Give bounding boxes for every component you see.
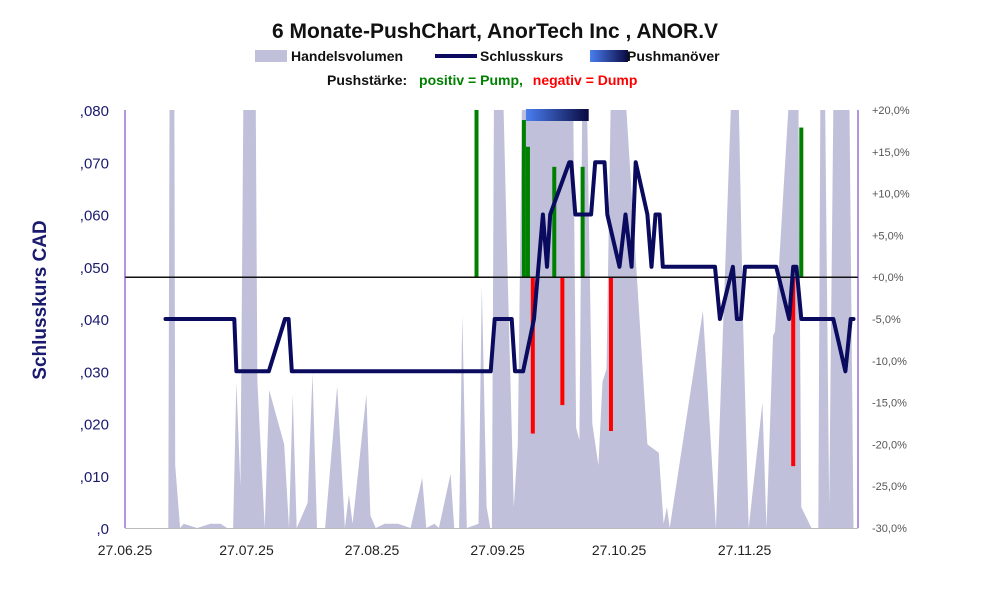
y-axis-title: Schlusskurs CAD — [30, 220, 51, 379]
dump-bar — [560, 277, 565, 406]
y-right-tick-label: -10,0% — [872, 356, 907, 368]
chart-title: 6 Monate-PushChart, AnorTech Inc , ANOR.… — [272, 20, 718, 43]
pump-bar — [580, 166, 585, 278]
y-left-tick-label: ,030 — [80, 364, 109, 381]
y-left-tick-label: ,060 — [80, 208, 109, 225]
subtitle-positive: positiv = Pump, — [419, 72, 523, 88]
legend-swatch-volume — [255, 50, 287, 62]
y-left-tick-label: ,010 — [80, 469, 109, 486]
y-right-tick-label: -25,0% — [872, 481, 907, 493]
subtitle: Pushstärke: positiv = Pump, negativ = Du… — [327, 72, 637, 88]
x-tick-label: 27.06.25 — [98, 542, 153, 558]
y-left-tick-label: ,020 — [80, 417, 109, 434]
y-left-tick-label: ,040 — [80, 312, 109, 329]
pump-bar — [474, 110, 479, 278]
legend-label-pushmanoever: Pushmanöver — [627, 48, 720, 64]
legend: Handelsvolumen Schlusskurs Pushmanöver — [255, 48, 720, 64]
y-right-tick-label: -5,0% — [872, 314, 901, 326]
pump-bar — [525, 146, 530, 278]
legend-swatch-pushmanoever — [590, 50, 628, 62]
y-right-tick-label: -30,0% — [872, 523, 907, 535]
y-right-tick-label: -15,0% — [872, 398, 907, 410]
subtitle-label: Pushstärke: — [327, 72, 407, 88]
dump-bar — [791, 277, 796, 467]
volume-area — [168, 110, 854, 528]
push-maneuver-band — [525, 109, 589, 121]
y-right-tick-label: +0,0% — [872, 272, 904, 284]
dump-bar — [608, 277, 613, 432]
y-right-tick-label: +15,0% — [872, 147, 910, 159]
pump-bar — [552, 166, 557, 278]
y-right-tick-label: -20,0% — [872, 439, 907, 451]
pump-bar — [799, 127, 804, 278]
legend-label-price: Schlusskurs — [480, 48, 563, 64]
y-left-tick-label: ,070 — [80, 155, 109, 172]
x-tick-label: 27.07.25 — [219, 542, 274, 558]
y-right-tick-label: +10,0% — [872, 189, 910, 201]
plot-area: ,0 ,010 ,020 ,030 ,040 ,050 ,060 ,070 ,080 -30,0%… — [80, 103, 910, 558]
y-left-tick-label: ,050 — [80, 260, 109, 277]
dump-bar — [530, 277, 535, 434]
y-right-tick-label: +5,0% — [872, 230, 904, 242]
price-line — [163, 160, 856, 374]
pump-bar — [521, 120, 526, 278]
x-tick-label: 27.09.25 — [470, 542, 525, 558]
subtitle-negative: negativ = Dump — [533, 72, 638, 88]
x-tick-label: 27.08.25 — [345, 542, 400, 558]
y-right-tick-label: +20,0% — [872, 105, 910, 117]
x-tick-label: 27.10.25 — [592, 542, 647, 558]
y-left-tick-label: ,080 — [80, 103, 109, 120]
y-left-tick-label: ,0 — [96, 521, 109, 538]
x-tick-label: 27.11.25 — [718, 542, 772, 558]
legend-label-volume: Handelsvolumen — [291, 48, 403, 64]
